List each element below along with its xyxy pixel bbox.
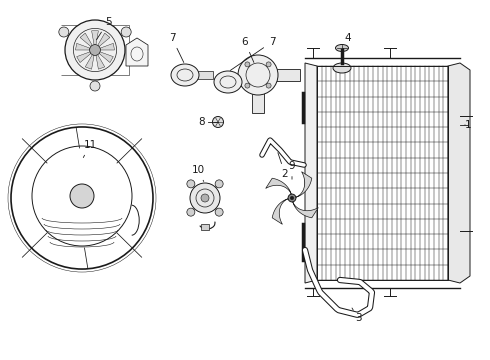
Circle shape [245, 62, 250, 67]
Ellipse shape [333, 63, 351, 73]
Polygon shape [276, 69, 300, 81]
Circle shape [90, 81, 100, 91]
Polygon shape [266, 178, 292, 195]
Circle shape [187, 180, 195, 188]
Circle shape [238, 55, 278, 95]
Text: 2: 2 [278, 153, 288, 179]
Polygon shape [96, 55, 105, 69]
Circle shape [290, 196, 294, 200]
Ellipse shape [336, 45, 348, 51]
Polygon shape [76, 52, 91, 63]
Circle shape [190, 183, 220, 213]
Circle shape [213, 117, 223, 127]
Polygon shape [85, 55, 94, 69]
Polygon shape [305, 63, 317, 283]
Polygon shape [239, 78, 256, 86]
Circle shape [121, 27, 131, 37]
Polygon shape [98, 33, 110, 46]
Polygon shape [196, 71, 213, 79]
Polygon shape [295, 172, 312, 197]
Circle shape [187, 208, 195, 216]
Text: 6: 6 [242, 37, 254, 62]
Circle shape [266, 62, 271, 67]
Text: 11: 11 [83, 140, 97, 158]
Text: 5: 5 [97, 17, 111, 40]
Polygon shape [126, 38, 148, 66]
Circle shape [215, 208, 223, 216]
Circle shape [65, 20, 125, 80]
Ellipse shape [214, 71, 242, 93]
Polygon shape [252, 93, 264, 113]
Polygon shape [75, 43, 90, 50]
Circle shape [70, 184, 94, 208]
Circle shape [201, 194, 209, 202]
Text: 3: 3 [352, 308, 361, 323]
Polygon shape [448, 63, 470, 283]
Text: 8: 8 [198, 117, 205, 127]
Text: 9: 9 [289, 161, 295, 179]
Polygon shape [92, 31, 98, 45]
Text: 7: 7 [230, 37, 275, 71]
Bar [317, 66, 448, 280]
Polygon shape [99, 52, 113, 63]
Bar [201, 224, 209, 230]
Text: 10: 10 [192, 165, 204, 181]
Circle shape [288, 194, 296, 202]
Text: 4: 4 [343, 33, 351, 49]
Circle shape [90, 45, 100, 55]
Circle shape [245, 83, 250, 88]
Circle shape [266, 83, 271, 88]
Text: 1: 1 [465, 120, 471, 130]
Polygon shape [100, 43, 115, 50]
Circle shape [215, 180, 223, 188]
Polygon shape [80, 33, 92, 46]
Ellipse shape [171, 64, 199, 86]
Text: 7: 7 [169, 33, 184, 63]
Circle shape [59, 27, 69, 37]
Polygon shape [272, 199, 289, 224]
Polygon shape [293, 201, 318, 218]
